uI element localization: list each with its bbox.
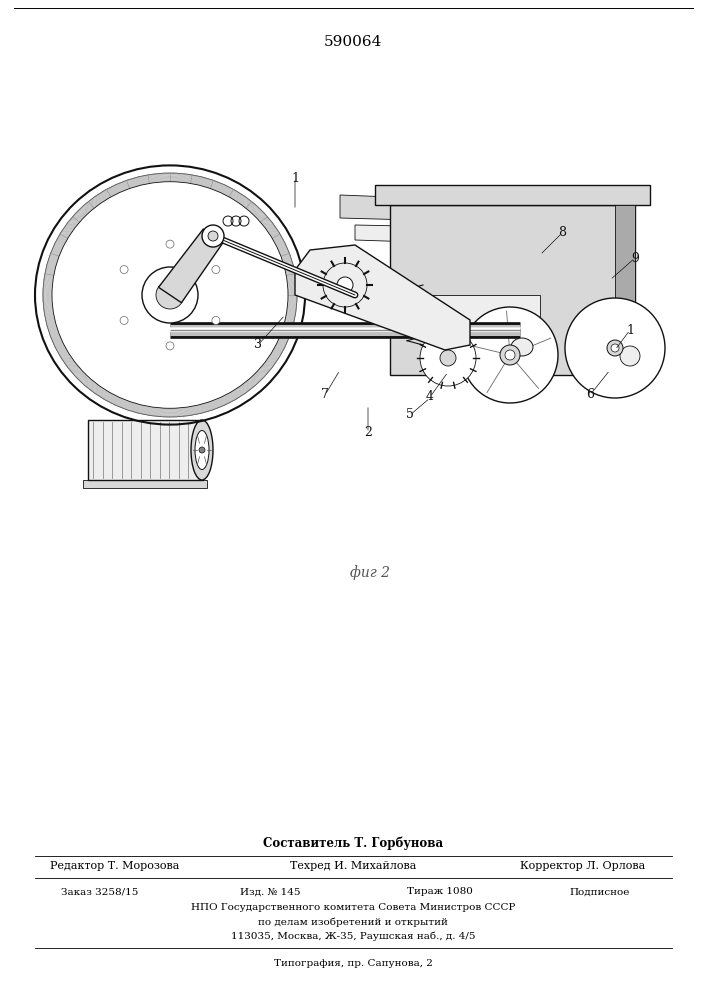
Text: Тираж 1080: Тираж 1080 xyxy=(407,888,473,896)
Text: 2: 2 xyxy=(364,426,372,440)
Circle shape xyxy=(337,277,353,293)
Text: 8: 8 xyxy=(558,227,566,239)
Ellipse shape xyxy=(52,182,288,408)
Circle shape xyxy=(166,240,174,248)
Circle shape xyxy=(565,298,665,398)
Text: 5: 5 xyxy=(406,408,414,422)
Text: Техред И. Михайлова: Техред И. Михайлова xyxy=(290,861,416,871)
Circle shape xyxy=(212,266,220,274)
Circle shape xyxy=(620,346,640,366)
Bar xyxy=(88,420,203,480)
Text: Типография, пр. Сапунова, 2: Типография, пр. Сапунова, 2 xyxy=(274,958,433,968)
Circle shape xyxy=(120,266,128,274)
Circle shape xyxy=(202,225,224,247)
Text: 9: 9 xyxy=(631,251,639,264)
Text: 590064: 590064 xyxy=(324,35,382,49)
Bar xyxy=(375,185,650,205)
Text: Подписное: Подписное xyxy=(570,888,630,896)
Polygon shape xyxy=(340,195,595,225)
Text: Изд. № 145: Изд. № 145 xyxy=(240,888,300,896)
Text: Редактор Т. Морозова: Редактор Т. Морозова xyxy=(50,861,180,871)
Circle shape xyxy=(156,281,184,309)
Ellipse shape xyxy=(195,430,209,470)
Circle shape xyxy=(607,340,623,356)
Circle shape xyxy=(462,307,558,403)
Circle shape xyxy=(323,263,367,307)
Circle shape xyxy=(420,330,476,386)
Text: фиг 2: фиг 2 xyxy=(350,566,390,580)
Circle shape xyxy=(500,345,520,365)
Text: Корректор Л. Орлова: Корректор Л. Орлова xyxy=(520,861,645,871)
Circle shape xyxy=(142,267,198,323)
Text: 1: 1 xyxy=(626,324,634,336)
Text: по делам изобретений и открытий: по делам изобретений и открытий xyxy=(258,917,448,927)
Text: 7: 7 xyxy=(321,388,329,401)
Polygon shape xyxy=(295,245,470,350)
Ellipse shape xyxy=(191,420,213,480)
Polygon shape xyxy=(83,480,207,488)
Bar xyxy=(390,205,635,375)
Circle shape xyxy=(440,350,456,366)
Text: 3: 3 xyxy=(254,338,262,352)
Text: 113035, Москва, Ж-35, Раушская наб., д. 4/5: 113035, Москва, Ж-35, Раушская наб., д. … xyxy=(230,931,475,941)
Circle shape xyxy=(505,350,515,360)
Text: 1: 1 xyxy=(291,172,299,184)
Circle shape xyxy=(611,344,619,352)
Text: Составитель Т. Горбунова: Составитель Т. Горбунова xyxy=(263,836,443,850)
Bar xyxy=(430,295,540,355)
Text: НПО Государственного комитета Совета Министров СССР: НПО Государственного комитета Совета Мин… xyxy=(191,904,515,912)
Ellipse shape xyxy=(511,338,533,356)
Circle shape xyxy=(120,316,128,324)
Text: 4: 4 xyxy=(426,390,434,403)
Polygon shape xyxy=(158,229,223,303)
Text: 6: 6 xyxy=(586,388,594,401)
Circle shape xyxy=(166,342,174,350)
Circle shape xyxy=(208,231,218,241)
Bar xyxy=(615,205,635,375)
Text: Заказ 3258/15: Заказ 3258/15 xyxy=(62,888,139,896)
Circle shape xyxy=(199,447,205,453)
Polygon shape xyxy=(355,225,595,248)
Circle shape xyxy=(212,316,220,324)
